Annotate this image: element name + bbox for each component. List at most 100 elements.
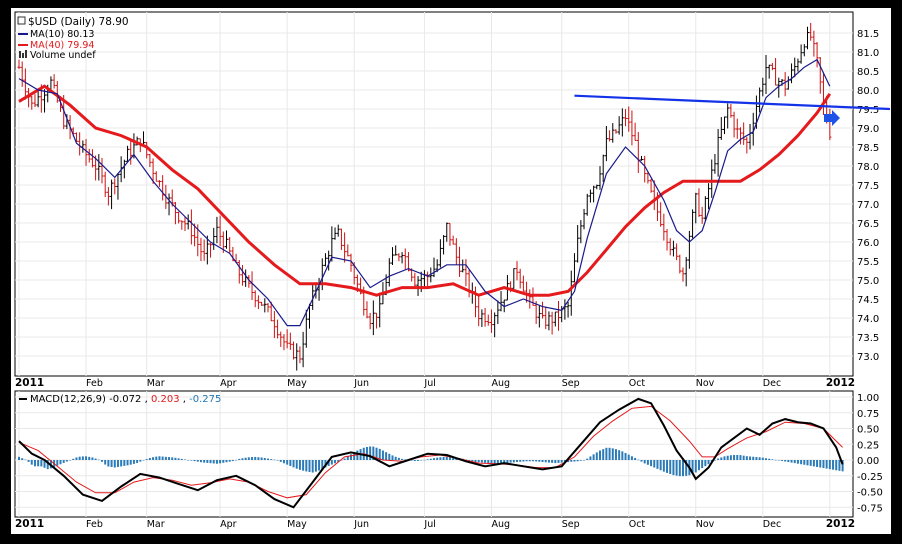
macd-hist-bar bbox=[184, 459, 186, 460]
macd-hist-bar bbox=[381, 450, 384, 460]
macd-hist-bar bbox=[560, 460, 563, 463]
macd-hist-bar bbox=[675, 460, 678, 476]
macd-hist-bar bbox=[215, 460, 218, 464]
histogram-value: -0.275 bbox=[189, 394, 221, 405]
macd-hist-bar bbox=[263, 458, 266, 460]
macd-hist-bar bbox=[448, 456, 451, 460]
macd-hist-bar bbox=[365, 446, 368, 460]
macd-hist-bar bbox=[669, 460, 672, 475]
macd-hist-bar bbox=[429, 458, 432, 460]
macd-hist-bar bbox=[809, 460, 812, 466]
macd-hist-bar bbox=[656, 460, 659, 469]
macd-hist-bar bbox=[790, 460, 793, 463]
macd-hist-bar bbox=[378, 448, 381, 460]
price-x-tick-label: May bbox=[287, 378, 307, 389]
macd-hist-bar bbox=[602, 449, 605, 460]
macd-hist-bar bbox=[78, 456, 81, 460]
macd-hist-bar bbox=[145, 459, 148, 460]
macd-hist-bar bbox=[755, 457, 758, 460]
price-y-tick-label: 77.0 bbox=[857, 200, 879, 211]
price-y-tick-label: 81.0 bbox=[857, 48, 879, 59]
macd-x-tick-label: May bbox=[287, 519, 307, 530]
price-x-tick-label: Nov bbox=[696, 378, 715, 389]
macd-hist-bar bbox=[375, 447, 378, 460]
macd-x-tick-label: Dec bbox=[763, 519, 781, 530]
macd-hist-bar bbox=[752, 456, 755, 460]
macd-hist-bar bbox=[158, 456, 161, 460]
macd-hist-bar bbox=[487, 460, 490, 464]
macd-hist-bar bbox=[685, 460, 688, 476]
macd-hist-bar bbox=[369, 446, 372, 460]
macd-hist-bar bbox=[701, 460, 704, 469]
macd-hist-bar bbox=[624, 452, 627, 460]
macd-hist-bar bbox=[544, 460, 547, 463]
macd-hist-bar bbox=[305, 460, 308, 472]
macd-hist-bar bbox=[404, 459, 407, 460]
macd-hist-bar bbox=[803, 460, 806, 465]
ma10-line bbox=[18, 58, 831, 327]
macd-hist-bar bbox=[780, 460, 783, 461]
macd-hist-bar bbox=[605, 447, 608, 460]
macd-hist-bar bbox=[535, 460, 538, 462]
macd-title: MACD(12,26,9) -0.072 , 0.203 , -0.275 bbox=[30, 394, 221, 405]
macd-hist-bar bbox=[72, 458, 75, 460]
macd-hist-bar bbox=[222, 460, 225, 463]
macd-hist-bar bbox=[75, 457, 78, 460]
macd-hist-bar bbox=[621, 451, 624, 460]
macd-hist-bar bbox=[30, 460, 33, 465]
macd-hist-bar bbox=[37, 460, 40, 467]
macd-hist-bar bbox=[608, 447, 611, 460]
price-y-tick-label: 80.5 bbox=[857, 67, 879, 78]
macd-hist-bar bbox=[91, 457, 94, 460]
macd-hist-bar bbox=[496, 460, 499, 464]
macd-hist-bar bbox=[206, 460, 209, 463]
macd-hist-bar bbox=[745, 456, 748, 460]
macd-hist-bar bbox=[768, 458, 771, 460]
macd-hist-bar bbox=[123, 460, 126, 466]
macd-hist-bar bbox=[267, 458, 269, 460]
macd-hist-bar bbox=[56, 460, 59, 466]
macd-hist-bar bbox=[672, 460, 675, 476]
price-y-tick-label: 74.5 bbox=[857, 295, 879, 306]
macd-x-tick-label: Oct bbox=[629, 519, 646, 530]
macd-hist-bar bbox=[541, 460, 544, 463]
macd-hist-bar bbox=[503, 460, 506, 464]
macd-legend: MACD(12,26,9) -0.072 , 0.203 , -0.275 bbox=[19, 394, 221, 405]
macd-hist-bar bbox=[388, 453, 391, 460]
macd-hist-bar bbox=[235, 459, 238, 461]
price-y-tick-label: 80.0 bbox=[857, 86, 879, 97]
macd-hist-bar bbox=[490, 460, 493, 464]
macd-hist-bar bbox=[155, 456, 158, 460]
macd-hist-bar bbox=[650, 460, 653, 467]
macd-hist-bar bbox=[493, 460, 496, 464]
macd-hist-bar bbox=[177, 458, 180, 460]
macd-hist-bar bbox=[758, 457, 761, 460]
macd-hist-bar bbox=[343, 458, 346, 460]
macd-hist-bar bbox=[295, 460, 298, 469]
macd-hist-bar bbox=[327, 460, 330, 466]
macd-hist-bar bbox=[85, 456, 88, 460]
macd-hist-bar bbox=[445, 456, 448, 460]
macd-x-tick-label: Nov bbox=[696, 519, 715, 530]
macd-hist-bar bbox=[69, 460, 72, 461]
macd-y-tick-label: 0.00 bbox=[857, 456, 879, 467]
macd-hist-bar bbox=[694, 460, 697, 473]
price-x-tick-label: Jun bbox=[353, 378, 369, 389]
price-y-tick-label: 76.0 bbox=[857, 238, 879, 249]
macd-hist-bar bbox=[199, 460, 202, 463]
macd-hist-bar bbox=[592, 454, 595, 460]
macd-hist-bar bbox=[774, 459, 777, 461]
macd-hist-bar bbox=[273, 459, 276, 461]
macd-hist-bar bbox=[618, 450, 621, 460]
macd-hist-bar bbox=[477, 460, 480, 463]
macd-hist-bar bbox=[426, 459, 429, 460]
macd-hist-bar bbox=[292, 460, 295, 468]
macd-hist-bar bbox=[193, 460, 196, 462]
macd-hist-bar bbox=[784, 460, 787, 462]
macd-hist-bar bbox=[59, 460, 62, 465]
macd-hist-bar bbox=[391, 455, 394, 460]
macd-hist-bar bbox=[132, 460, 135, 464]
price-y-tick-label: 77.5 bbox=[857, 181, 879, 192]
price-y-tick-label: 73.0 bbox=[857, 352, 879, 363]
macd-hist-bar bbox=[586, 458, 589, 460]
